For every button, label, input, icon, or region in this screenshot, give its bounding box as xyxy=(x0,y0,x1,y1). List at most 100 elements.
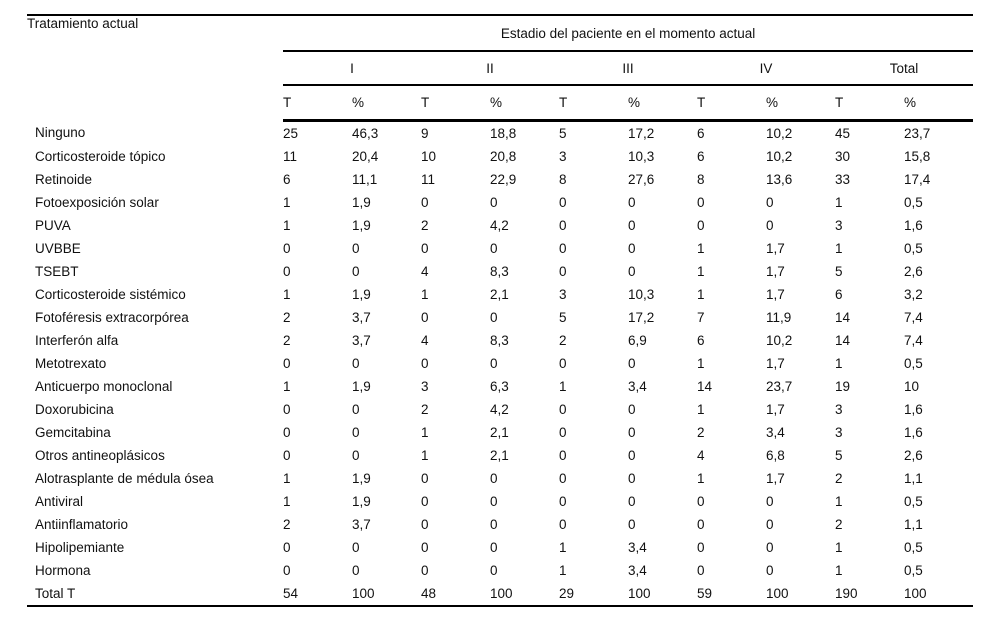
cell: 1 xyxy=(835,540,843,555)
cell: 3 xyxy=(421,379,429,394)
row-label: Gemcitabina xyxy=(35,425,111,440)
cell: 0 xyxy=(283,563,291,578)
cell: 14 xyxy=(697,379,713,394)
cell: 1 xyxy=(283,287,291,302)
cell: 18,8 xyxy=(490,126,517,141)
cell: 0 xyxy=(628,448,636,463)
row-label: Fotoféresis extracorpórea xyxy=(35,310,189,325)
stage-group-header: III xyxy=(559,51,697,86)
cell: 0,5 xyxy=(904,540,923,555)
stage-group-header: IV xyxy=(697,51,835,86)
cell: 1,7 xyxy=(766,287,785,302)
cell: 5 xyxy=(559,310,567,325)
cell: 0 xyxy=(559,425,567,440)
table-row: TSEBT 0 0 4 8,3 0 0 1 1,7 5 2,6 xyxy=(27,260,973,283)
cell: 0 xyxy=(283,402,291,417)
cell: 7 xyxy=(697,310,705,325)
cell: 1 xyxy=(835,195,843,210)
cell: 3 xyxy=(559,287,567,302)
cell: 3 xyxy=(835,218,843,233)
percent-subheader: % xyxy=(904,85,974,122)
cell: 8 xyxy=(559,172,567,187)
cell: 0 xyxy=(628,218,636,233)
cell: 1 xyxy=(559,540,567,555)
cell: 2,1 xyxy=(490,287,509,302)
cell: 0 xyxy=(490,241,498,256)
cell: 0 xyxy=(283,241,291,256)
subheader-row: T% T% T% T% T% xyxy=(27,85,974,122)
cell: 8,3 xyxy=(490,333,509,348)
cell: 17,2 xyxy=(628,310,655,325)
cell: 1,1 xyxy=(904,471,923,486)
table-row: Anticuerpo monoclonal 1 1,9 3 6,3 1 3,4 14 23,7 1… xyxy=(27,375,973,398)
cell: 6 xyxy=(283,172,291,187)
cell: 1 xyxy=(421,448,429,463)
cell: 2 xyxy=(283,517,291,532)
cell: 0 xyxy=(766,218,774,233)
cell: 4 xyxy=(421,333,429,348)
row-label: Antiinflamatorio xyxy=(35,517,129,532)
cell: 8 xyxy=(697,172,705,187)
cell: 0 xyxy=(490,195,498,210)
cell: 4 xyxy=(421,264,429,279)
cell: 1,9 xyxy=(352,471,371,486)
cell: 1 xyxy=(697,402,705,417)
cell: 46,3 xyxy=(352,126,379,141)
cell: 0 xyxy=(766,563,774,578)
cell: 1,9 xyxy=(352,218,371,233)
cell: 23,7 xyxy=(904,126,931,141)
cell: 0 xyxy=(352,540,360,555)
cell: 1 xyxy=(283,379,291,394)
cell: 0 xyxy=(352,448,360,463)
cell: 1 xyxy=(835,494,843,509)
row-label: Ninguno xyxy=(35,125,86,141)
cell: 100 xyxy=(628,582,697,607)
cell: 0 xyxy=(628,425,636,440)
table-row: Total T 54 100 48 100 29 100 59 100 190 100 xyxy=(27,582,974,607)
cell: 1 xyxy=(559,563,567,578)
cell: 10,2 xyxy=(766,149,793,164)
cell: 3 xyxy=(559,149,567,164)
count-subheader: T xyxy=(835,85,904,122)
cell: 54 xyxy=(283,582,352,607)
cell: 10 xyxy=(904,379,920,394)
percent-subheader: % xyxy=(766,85,835,122)
cell: 2,6 xyxy=(904,448,923,463)
cell: 0 xyxy=(490,356,498,371)
stage-group-header: Total xyxy=(835,51,974,86)
cell: 5 xyxy=(559,126,567,141)
cell: 1 xyxy=(697,356,705,371)
cell: 0 xyxy=(559,218,567,233)
row-label: Fotoexposición solar xyxy=(35,195,159,210)
cell: 20,4 xyxy=(352,149,379,164)
cell: 2 xyxy=(283,333,291,348)
row-label: Hormona xyxy=(35,563,91,578)
cell: 1 xyxy=(283,494,291,509)
cell: 5 xyxy=(835,448,843,463)
cell: 0 xyxy=(421,563,429,578)
cell: 1,7 xyxy=(766,356,785,371)
table-row: Corticosteroide tópico 11 20,4 10 20,8 3 10,3 6… xyxy=(27,145,973,168)
treatment-by-stage-table: Tratamiento actual Estadio del paciente … xyxy=(27,14,974,607)
cell: 17,4 xyxy=(904,172,931,187)
table-row: Hipolipemiante 0 0 0 0 1 3,4 0 0 1 0,5 xyxy=(27,536,973,559)
cell: 1 xyxy=(283,218,291,233)
cell: 0 xyxy=(490,494,498,509)
table-row: Ninguno 25 46,3 9 18,8 5 17,2 6 10,2 45 23,7 xyxy=(27,121,973,146)
cell: 0 xyxy=(628,264,636,279)
cell: 17,2 xyxy=(628,126,655,141)
cell: 1 xyxy=(697,471,705,486)
cell: 0 xyxy=(559,195,567,210)
cell: 1 xyxy=(283,195,291,210)
cell: 0 xyxy=(559,241,567,256)
cell: 0 xyxy=(559,448,567,463)
cell: 3,7 xyxy=(352,310,371,325)
row-label: UVBBE xyxy=(35,241,81,256)
cell: 0 xyxy=(628,494,636,509)
cell: 10,3 xyxy=(628,149,655,164)
table-row: Fotoféresis extracorpórea 2 3,7 0 0 5 17,2 7 11,… xyxy=(27,306,973,329)
cell: 6 xyxy=(697,333,705,348)
cell: 1,6 xyxy=(904,218,923,233)
cell: 0 xyxy=(766,195,774,210)
cell: 0 xyxy=(559,517,567,532)
